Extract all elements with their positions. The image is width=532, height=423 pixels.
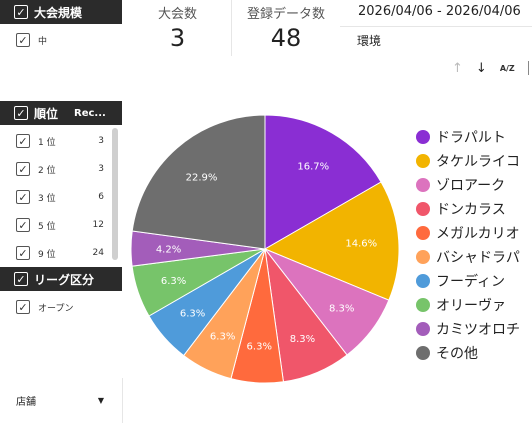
scale-filter-title: 大会規模	[34, 5, 83, 20]
legend-marker[interactable]	[416, 130, 430, 144]
date-range-picker[interactable]: 2026/04/06 - 2026/04/06	[340, 0, 532, 26]
legend-marker[interactable]	[416, 202, 430, 216]
legend-label[interactable]: ゾロアーク	[436, 178, 505, 194]
checkbox[interactable]: ✓	[16, 300, 30, 314]
scale-item-label: 中	[38, 36, 48, 47]
rank-count: 24	[92, 248, 104, 258]
rank-select-all-checkbox[interactable]: ✓	[14, 106, 28, 120]
league-filter-title: リーグ区分	[34, 272, 95, 287]
rank-label: 1 位	[38, 137, 56, 148]
rank-count: 3	[98, 136, 104, 146]
environment-label: 環境	[357, 34, 382, 48]
pie-slice[interactable]	[264, 114, 382, 250]
rank-count: 3	[98, 164, 104, 174]
checkbox[interactable]: ✓	[16, 190, 30, 204]
rank-list: ✓ 1 位 3 ✓ 2 位 3 ✓ 3 位 6 ✓ 5 位 12 ✓ 9 位 2…	[16, 127, 106, 267]
legend-label[interactable]: ドンカラス	[436, 202, 506, 218]
checkbox[interactable]: ✓	[16, 33, 30, 47]
records-value: 48	[270, 24, 302, 52]
rank-label: 5 位	[38, 221, 56, 232]
rank-row[interactable]: ✓ 5 位 12	[16, 211, 106, 239]
rank-label: 3 位	[38, 193, 56, 204]
legend-marker[interactable]	[416, 274, 430, 288]
chart-toolbar: ↑ ↓ A/Z	[452, 59, 532, 77]
legend-marker[interactable]	[416, 250, 430, 264]
slice-label: 6.3%	[180, 309, 205, 320]
rank-list-scrollbar[interactable]	[112, 128, 118, 260]
records-label: 登録データ数	[246, 7, 325, 22]
pie-slice[interactable]	[131, 114, 266, 250]
legend-label[interactable]: タケルライコ	[436, 154, 520, 170]
rank-label: 2 位	[38, 165, 56, 176]
slice-label: 14.6%	[345, 239, 377, 250]
sort-az-icon[interactable]: A/Z	[499, 63, 515, 73]
legend-label[interactable]: その他	[436, 346, 478, 362]
league-item[interactable]: ✓ オープン	[16, 293, 73, 321]
scale-filter-header[interactable]: ✓ 大会規模	[0, 0, 122, 24]
slice-label: 22.9%	[186, 172, 218, 183]
rank-row[interactable]: ✓ 1 位 3	[16, 127, 106, 155]
slice-label: 16.7%	[297, 161, 329, 172]
slice-label: 8.3%	[290, 334, 315, 345]
rank-label: 9 位	[38, 249, 56, 260]
legend-label[interactable]: バシャドラパ	[436, 250, 520, 266]
divider	[527, 61, 529, 75]
divider	[231, 0, 232, 56]
divider	[340, 26, 532, 27]
rank-filter-title: 順位	[34, 106, 59, 121]
rank-filter-header[interactable]: ✓ 順位 Rec...	[0, 101, 122, 125]
store-dropdown[interactable]: 店舗 ▼	[0, 380, 122, 420]
checkbox[interactable]: ✓	[16, 246, 30, 260]
slice-label: 4.2%	[156, 245, 181, 256]
records-scorecard: 登録データ数 48	[232, 0, 340, 56]
filter-panel: ✓ 大会規模 ✓ 中 ✓ 順位 Rec... ✓ 1 位 3 ✓ 2 位 3 ✓…	[0, 0, 124, 423]
date-range-text: 2026/04/06 - 2026/04/06	[358, 4, 521, 19]
slice-label: 6.3%	[161, 276, 186, 287]
tournaments-scorecard: 大会数 3	[124, 0, 231, 56]
legend-label[interactable]: フーディン	[436, 273, 505, 290]
legend-label[interactable]: ドラパルト	[436, 130, 506, 146]
tournaments-label: 大会数	[157, 7, 197, 22]
pie-chart: 16.7% 14.6% 8.3% 8.3% 6.3% 6.3% 6.3% 6.3% 4.2% 22…	[130, 114, 520, 384]
league-filter-header[interactable]: ✓ リーグ区分	[0, 267, 122, 291]
checkbox[interactable]: ✓	[16, 218, 30, 232]
legend-marker[interactable]	[416, 226, 430, 240]
legend-label[interactable]: オリーヴァ	[436, 297, 506, 314]
legend-marker[interactable]	[416, 154, 430, 168]
tournaments-value: 3	[169, 24, 186, 52]
slice-label: 6.3%	[247, 341, 272, 352]
checkbox[interactable]: ✓	[16, 134, 30, 148]
league-item-label: オープン	[38, 303, 74, 314]
environment-filter[interactable]: 環境	[340, 28, 532, 54]
rank-record-column: Rec...	[74, 107, 106, 119]
checkbox[interactable]: ✓	[16, 162, 30, 176]
caret-down-icon: ▼	[97, 395, 104, 405]
rank-count: 6	[98, 192, 104, 202]
legend-marker[interactable]	[416, 346, 430, 360]
rank-row[interactable]: ✓ 3 位 6	[16, 183, 106, 211]
rank-row[interactable]: ✓ 9 位 24	[16, 239, 106, 267]
divider	[122, 378, 123, 423]
legend-marker[interactable]	[416, 178, 430, 192]
slice-label: 6.3%	[210, 332, 235, 343]
legend-label[interactable]: メガルカリオ	[436, 226, 520, 242]
legend-label[interactable]: カミツオロチ	[436, 322, 520, 338]
slice-label: 8.3%	[329, 304, 354, 315]
scale-select-all-checkbox[interactable]: ✓	[14, 5, 28, 19]
pie-slice[interactable]	[263, 181, 400, 301]
legend-marker[interactable]	[416, 298, 430, 312]
scale-item[interactable]: ✓ 中	[16, 26, 47, 54]
rank-row[interactable]: ✓ 2 位 3	[16, 155, 106, 183]
sort-descending-icon[interactable]: ↓	[475, 60, 487, 76]
rank-count: 12	[92, 220, 104, 230]
sort-ascending-icon[interactable]: ↑	[452, 60, 463, 76]
store-dropdown-label: 店舗	[16, 396, 36, 408]
league-select-all-checkbox[interactable]: ✓	[14, 272, 28, 286]
legend-marker[interactable]	[416, 322, 430, 336]
